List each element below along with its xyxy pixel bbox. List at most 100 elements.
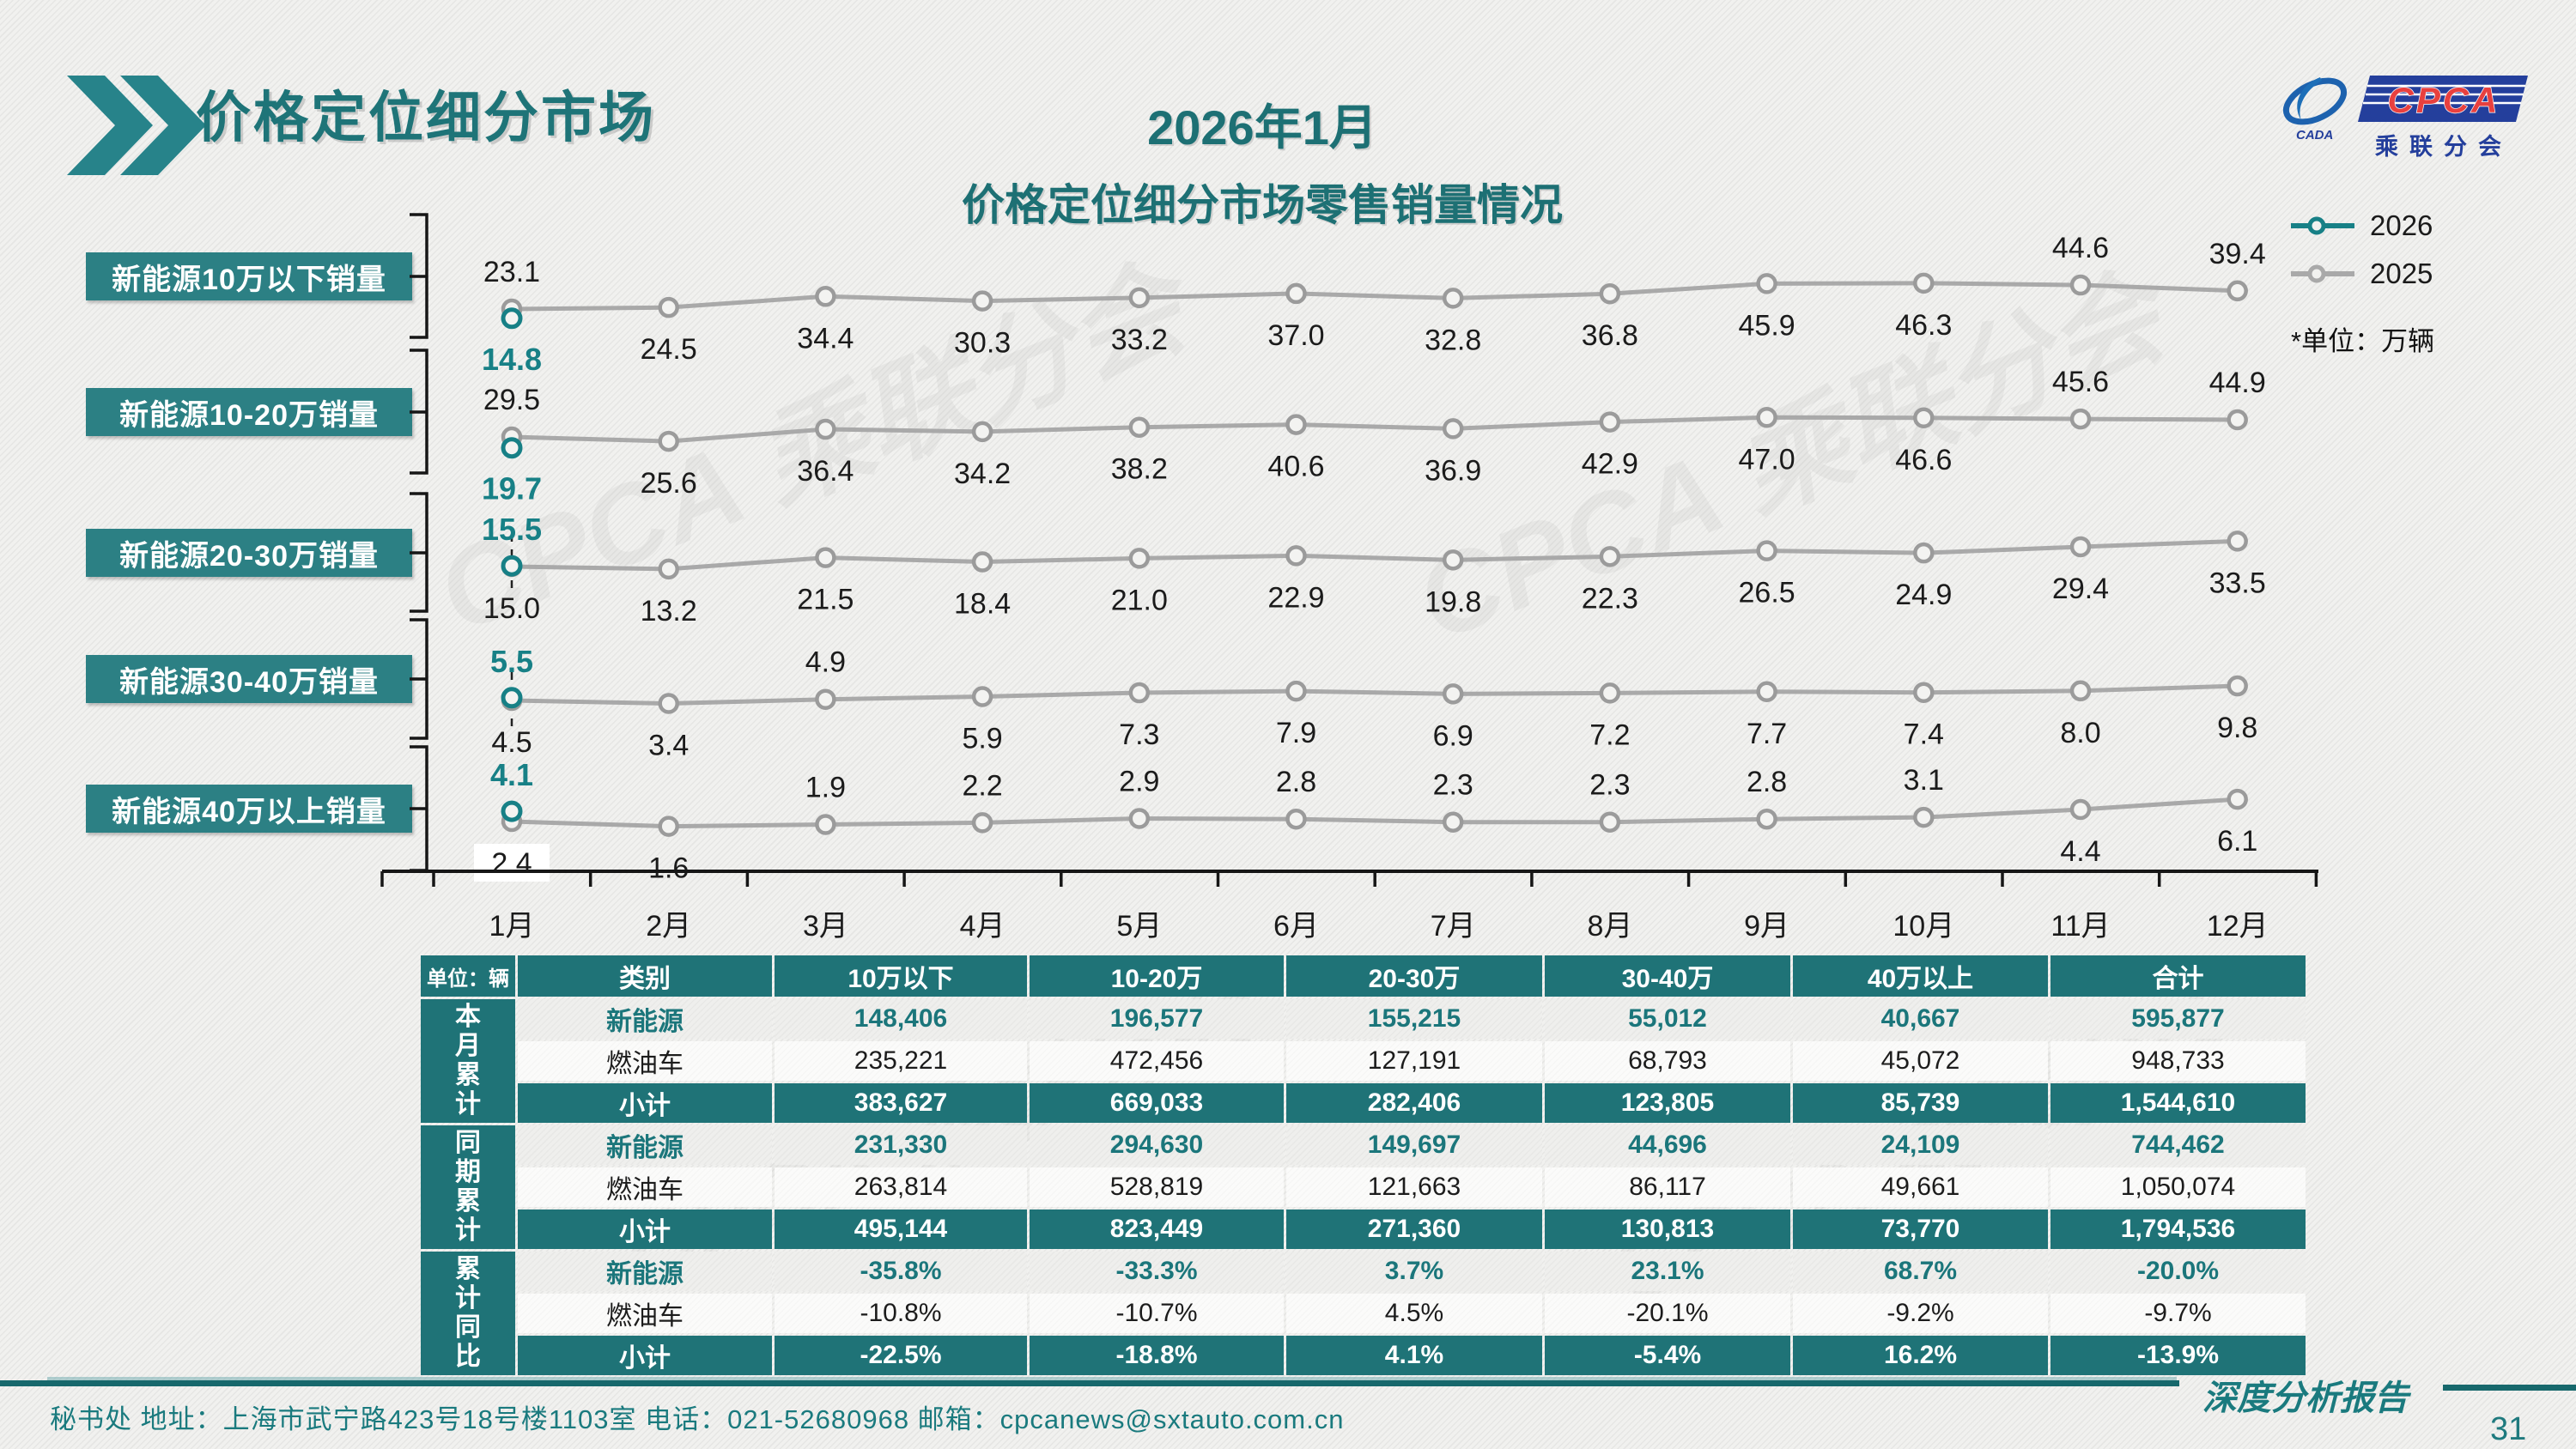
marker-2025 [1756, 808, 1777, 830]
cpca-banner-stripes [2363, 84, 2525, 105]
table-cell: -10.8% [775, 1294, 1027, 1333]
table-cell: -33.3% [1030, 1252, 1284, 1291]
data-label-2025: 6.9 [1433, 719, 1473, 752]
marker-2025 [815, 688, 836, 710]
table-cell: 1,544,610 [2050, 1083, 2306, 1123]
marker-2026 [501, 687, 523, 709]
data-label-2025: 2.9 [1119, 766, 1159, 798]
data-label-2025: 45.9 [1739, 309, 1795, 342]
table-header-4: 30-40万 [1545, 955, 1790, 997]
data-label-2025: 7.7 [1747, 718, 1787, 750]
marker-2025 [1442, 811, 1464, 833]
table-cell: 282,406 [1286, 1083, 1542, 1123]
chart-title-line2: 价格定位细分市场零售销量情况 [962, 181, 1563, 229]
table-cell: 68,793 [1545, 1041, 1790, 1081]
data-label-2025: 22.9 [1267, 581, 1324, 614]
marker-2025 [658, 430, 679, 452]
table-cell: 73,770 [1793, 1210, 2048, 1249]
data-label-2025: 44.6 [2052, 232, 2109, 264]
table-cell: 595,877 [2050, 999, 2306, 1039]
marker-2025 [658, 296, 679, 318]
data-label-2025: 34.4 [797, 322, 854, 355]
marker-2025 [1442, 288, 1464, 309]
x-tick-label: 1月 [489, 910, 535, 943]
data-label-2025: 46.3 [1895, 309, 1952, 342]
table-row-label: 小计 [518, 1336, 772, 1375]
x-tick-label: 5月 [1116, 910, 1162, 943]
table-cell: 231,330 [775, 1125, 1027, 1165]
data-label-2026: 19.7 [482, 471, 542, 506]
data-label-2025: 40.6 [1267, 451, 1324, 483]
cada-swoosh-inner [2297, 77, 2322, 120]
table-cell: 130,813 [1545, 1210, 1790, 1249]
data-label-2026: 14.8 [482, 342, 542, 377]
table-cell: 495,144 [775, 1210, 1027, 1249]
data-label-2025: 3.1 [1904, 764, 1944, 797]
marker-2025 [1756, 273, 1777, 294]
marker-2025 [1285, 282, 1307, 305]
data-label-2025: 30.3 [954, 327, 1011, 360]
x-tick-label: 3月 [803, 910, 848, 943]
table-header-3: 20-30万 [1286, 955, 1542, 997]
x-tick-label: 4月 [960, 910, 1005, 943]
chart-title-block: 2026年1月 价格定位细分市场零售销量情况 [876, 89, 1649, 233]
data-label-2025: 33.5 [2209, 567, 2266, 599]
marker-2025 [2069, 536, 2092, 558]
table-header-1: 10万以下 [775, 955, 1027, 997]
data-label-2025: 29.4 [2052, 573, 2109, 605]
data-label-2025: 46.6 [1895, 444, 1952, 476]
footer-rule-right [2443, 1385, 2576, 1391]
marker-2025 [658, 558, 679, 580]
marker-2025 [971, 421, 993, 443]
marker-2025 [1285, 680, 1307, 702]
marker-2025 [2069, 408, 2092, 430]
data-label-2025: 7.3 [1119, 718, 1159, 751]
data-label-2025: 21.0 [1111, 584, 1168, 616]
chart-legend: 2026 2025 [2291, 209, 2433, 307]
table-row-label: 新能源 [518, 1252, 772, 1291]
data-label-2026: 4.1 [490, 757, 533, 792]
table-cell: 4.5% [1286, 1294, 1542, 1333]
data-label-2025: 24.5 [641, 333, 697, 366]
table-cell: 123,805 [1545, 1083, 1790, 1123]
table-row-label: 新能源 [518, 999, 772, 1039]
table-cell: 4.1% [1286, 1336, 1542, 1375]
x-tick-label: 9月 [1744, 910, 1789, 943]
table-cell: 44,696 [1545, 1125, 1790, 1165]
table-cell: 121,663 [1286, 1167, 1542, 1207]
data-label-2025: 47.0 [1739, 443, 1795, 476]
data-label-2025: 25.6 [641, 467, 697, 500]
data-label-2025: 5.9 [962, 723, 1002, 755]
data-label-2025: 45.6 [2052, 366, 2109, 398]
data-label-2025: 19.8 [1425, 585, 1481, 618]
data-label-2025: 8.0 [2060, 717, 2100, 749]
data-label-2025: 13.2 [641, 595, 697, 627]
marker-2025 [2227, 409, 2248, 431]
org-name: 乘联分会 [2374, 134, 2512, 160]
marker-2025 [1756, 407, 1777, 428]
data-label-2025: 1.6 [648, 852, 689, 885]
x-tick-label: 11月 [2050, 910, 2110, 943]
cpca-text: CPCA [2387, 80, 2500, 120]
marker-2025 [971, 290, 993, 312]
data-label-2025: 22.3 [1582, 582, 1638, 615]
marker-2025 [1128, 808, 1151, 829]
table-cell: 16.2% [1793, 1336, 2048, 1375]
legend-swatch-icon [2291, 264, 2354, 283]
marker-2025 [1913, 272, 1935, 294]
data-label-2026: 5.5 [490, 644, 533, 679]
table-cell: 86,117 [1545, 1167, 1790, 1207]
marker-2026 [501, 307, 523, 330]
sales-table: 单位：辆 类别 10万以下 10-20万 20-30万 30-40万 40万以上 合计本月累计… [421, 955, 2306, 1375]
data-label-2025: 24.9 [1895, 579, 1952, 611]
segment-label-0: 新能源10万以下销量 [86, 252, 412, 300]
table-cell: 24,109 [1793, 1125, 2048, 1165]
marker-2025 [2069, 680, 2092, 702]
segment-label-4: 新能源40万以上销量 [86, 785, 412, 833]
table-cell: 49,661 [1793, 1167, 2048, 1207]
cpca-banner [2358, 76, 2528, 122]
marker-2025 [2227, 530, 2248, 552]
x-tick-label: 10月 [1893, 910, 1954, 943]
marker-2025 [1442, 418, 1464, 440]
marker-2025 [1913, 542, 1935, 564]
